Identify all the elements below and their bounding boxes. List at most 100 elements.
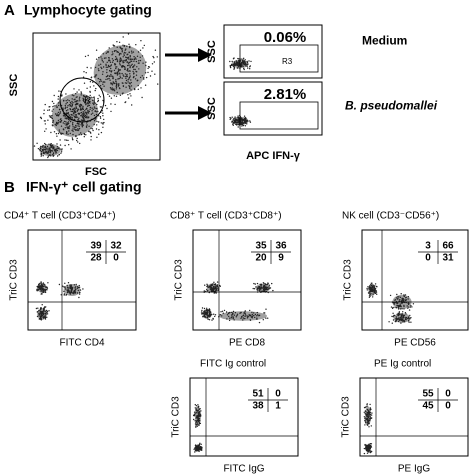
event-dot xyxy=(237,126,239,128)
event-dot xyxy=(57,123,59,125)
event-dot xyxy=(132,76,135,79)
event-dot xyxy=(87,97,89,100)
event-dot xyxy=(69,132,72,135)
event-dot xyxy=(212,283,214,285)
event-dot xyxy=(403,294,405,296)
event-dot xyxy=(139,56,141,58)
event-dot xyxy=(108,47,110,49)
event-dot xyxy=(228,319,231,322)
event-dot xyxy=(240,58,242,60)
event-dot xyxy=(129,86,131,88)
event-dot xyxy=(236,313,239,315)
event-dot xyxy=(97,77,100,80)
event-dot xyxy=(195,405,198,407)
event-dot xyxy=(123,54,125,57)
event-dot xyxy=(67,287,69,289)
event-dot xyxy=(90,77,93,79)
event-dot xyxy=(395,316,397,318)
event-dot xyxy=(102,66,105,68)
event-dot xyxy=(75,114,78,116)
event-dot xyxy=(369,451,372,454)
event-dot xyxy=(192,414,195,417)
event-dot xyxy=(37,148,40,150)
event-dot xyxy=(139,49,142,51)
event-dot xyxy=(43,146,45,148)
event-dot xyxy=(52,125,54,127)
event-dot xyxy=(233,64,236,67)
event-dot xyxy=(256,289,258,291)
event-dot xyxy=(400,300,403,302)
event-dot xyxy=(55,133,58,135)
event-dot xyxy=(238,60,240,63)
event-dot xyxy=(39,148,41,151)
event-dot xyxy=(254,283,256,285)
event-dot xyxy=(115,67,117,70)
event-dot xyxy=(86,87,88,90)
event-dot xyxy=(46,316,48,318)
event-dot xyxy=(201,307,204,309)
event-dot xyxy=(42,309,45,312)
event-dot xyxy=(42,282,45,284)
event-dot xyxy=(238,123,240,126)
event-dot xyxy=(108,57,110,59)
event-dot xyxy=(148,66,151,68)
event-dot xyxy=(399,303,401,305)
event-dot xyxy=(102,53,105,55)
event-dot xyxy=(195,415,198,417)
event-dot xyxy=(366,287,368,290)
event-dot xyxy=(48,115,51,117)
event-dot xyxy=(244,315,246,318)
event-dot xyxy=(231,314,233,316)
event-dot xyxy=(132,51,135,53)
event-dot xyxy=(233,117,235,120)
event-dot xyxy=(364,424,366,426)
event-dot xyxy=(403,308,405,310)
quadrant-value: 45 xyxy=(422,401,434,412)
event-dot xyxy=(372,296,374,298)
event-dot xyxy=(233,314,236,316)
event-dot xyxy=(235,118,237,121)
event-dot xyxy=(144,84,147,86)
event-dot xyxy=(393,314,395,317)
event-dot xyxy=(47,109,49,112)
event-dot xyxy=(228,315,230,318)
y-axis-label: TriC CD3 xyxy=(343,259,354,301)
event-dot xyxy=(153,57,155,59)
event-dot xyxy=(373,284,375,286)
x-axis-label: APC IFN-γ xyxy=(246,150,301,162)
event-dot xyxy=(128,61,130,64)
event-dot xyxy=(363,447,366,450)
event-dot xyxy=(93,85,95,87)
event-dot xyxy=(398,312,400,314)
event-dot xyxy=(371,412,373,414)
event-dot xyxy=(111,87,114,89)
event-dot xyxy=(205,311,207,314)
event-dot xyxy=(70,104,72,106)
event-dot xyxy=(199,420,201,422)
event-dot xyxy=(143,77,145,79)
event-dot xyxy=(193,418,195,421)
event-dot xyxy=(64,286,66,288)
event-dot xyxy=(195,423,198,426)
event-dot xyxy=(141,55,144,57)
event-dot xyxy=(401,308,403,310)
event-dot xyxy=(67,133,69,135)
event-dot xyxy=(136,55,139,57)
event-dot xyxy=(75,106,77,109)
event-dot xyxy=(198,405,200,408)
event-dot xyxy=(85,126,88,128)
event-dot xyxy=(55,124,57,127)
event-dot xyxy=(265,317,267,319)
event-dot xyxy=(72,108,75,111)
event-dot xyxy=(91,110,93,112)
event-dot xyxy=(209,286,212,288)
y-axis-label: TriC CD3 xyxy=(9,259,20,301)
event-dot xyxy=(135,74,138,76)
event-dot xyxy=(121,65,123,67)
event-dot xyxy=(216,285,219,287)
event-dot xyxy=(72,286,74,289)
event-dot xyxy=(401,314,403,317)
x-axis-label: PE CD56 xyxy=(394,338,436,349)
event-dot xyxy=(44,146,47,148)
event-dot xyxy=(195,409,197,411)
